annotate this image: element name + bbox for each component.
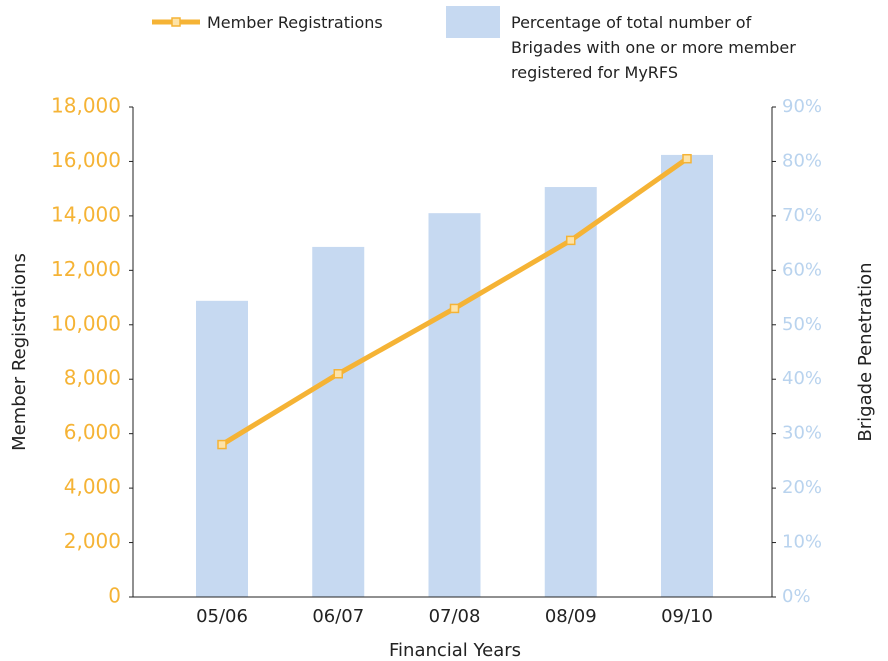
point — [566, 235, 576, 246]
x-tick-label: 06/07 — [312, 606, 364, 627]
bar — [661, 154, 713, 597]
x-tick-label: 09/10 — [661, 606, 713, 627]
bar — [312, 246, 365, 597]
x-tick-label: 07/08 — [429, 606, 481, 627]
x-tick-label: 08/09 — [545, 606, 597, 627]
point — [449, 303, 460, 314]
x-tick-label: 05/06 — [196, 606, 248, 627]
y-tick-label: 6,000 — [64, 420, 121, 444]
y-tick-label: 16,000 — [51, 148, 121, 172]
y-tick-label: 0 — [108, 584, 121, 608]
legend-label: Member Registrations — [207, 13, 383, 32]
y-tick-label: 10,000 — [51, 311, 121, 335]
y2-tick-label: 20% — [782, 477, 822, 498]
legend-label: Percentage of total number of Brigades w… — [511, 13, 796, 82]
y2-tick-label: 70% — [782, 205, 822, 226]
y2-tick-label: 90% — [782, 96, 822, 117]
y2-tick-label: 10% — [782, 532, 822, 553]
y-tick-label: 2,000 — [64, 529, 121, 553]
y2-tick-label: 0% — [782, 586, 811, 607]
legend-swatch — [171, 17, 181, 27]
y2-tick-label: 30% — [782, 423, 822, 444]
point — [217, 439, 227, 450]
y-tick-label: 18,000 — [51, 94, 121, 118]
bar — [428, 213, 481, 597]
bar — [544, 187, 597, 598]
point — [682, 153, 692, 164]
y2-tick-label: 60% — [782, 259, 822, 280]
y-axis-label: Member Registrations — [9, 253, 30, 451]
x-axis-label: Financial Years — [389, 640, 521, 661]
y2-tick-label: 50% — [782, 314, 822, 335]
y2-tick-label: 40% — [782, 368, 822, 389]
y-tick-label: 4,000 — [64, 475, 121, 499]
y-tick-label: 14,000 — [51, 202, 121, 226]
y2-tick-label: 80% — [782, 150, 822, 171]
y2-axis-label: Brigade Penetration — [855, 262, 876, 441]
y-tick-label: 12,000 — [51, 257, 121, 281]
y-tick-label: 8,000 — [64, 366, 121, 390]
legend-swatch — [446, 6, 500, 38]
point — [333, 369, 343, 379]
